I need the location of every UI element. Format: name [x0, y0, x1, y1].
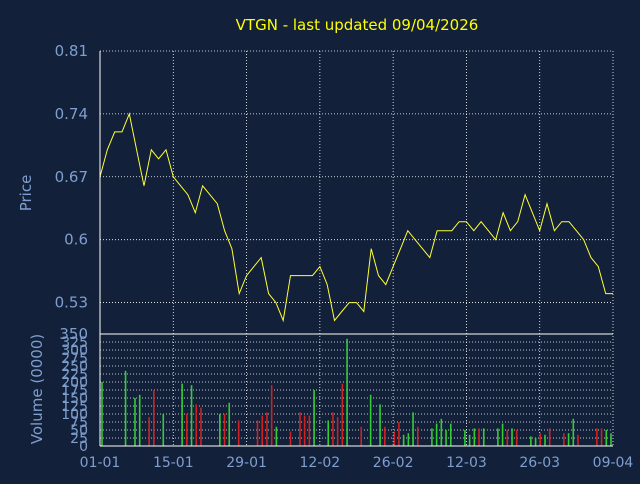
x-tick-label: 12-02 — [300, 455, 341, 471]
volume-tick-label: 275 — [61, 351, 88, 367]
volume-tick-label: 325 — [61, 335, 88, 351]
price-axis-label: Price — [17, 175, 35, 212]
price-tick-label: 0.81 — [55, 42, 88, 60]
tick-labels: 01-01 15-01 29-01 12-02 26-02 12-03 26-03 09-04… — [55, 42, 634, 471]
x-tick-label: 15-01 — [153, 455, 194, 471]
price-tick-label: 0.53 — [55, 294, 88, 312]
x-tick-label: 12-03 — [446, 455, 487, 471]
volume-tick-label: 150 — [61, 391, 88, 407]
volume-tick-label: 350 — [59, 325, 88, 343]
volume-tick-label: 75 — [70, 415, 88, 431]
volume-bars — [101, 338, 612, 446]
volume-tick-label: 50 — [70, 423, 88, 439]
grid-lines — [99, 50, 614, 447]
price-tick-label: 0.6 — [64, 231, 88, 249]
x-tick-label: 29-01 — [226, 455, 267, 471]
price-tick-label: 0.67 — [55, 168, 88, 186]
x-tick-label: 26-03 — [519, 455, 560, 471]
price-tick-label: 0.74 — [55, 105, 88, 123]
volume-tick-label: 125 — [61, 399, 88, 415]
volume-tick-label: 225 — [61, 367, 88, 383]
price-line — [99, 112, 613, 323]
volume-tick-label: 200 — [61, 375, 88, 391]
price-series — [99, 112, 613, 323]
volume-tick-label: 250 — [61, 359, 88, 375]
x-tick-label: 01-01 — [80, 455, 121, 471]
volume-tick-label: 300 — [61, 343, 88, 359]
x-tick-label: 26-02 — [373, 455, 414, 471]
volume-tick-label: 0 — [79, 439, 88, 455]
axes — [99, 51, 613, 447]
volume-tick-label: 175 — [61, 383, 88, 399]
volume-tick-label: 25 — [70, 431, 88, 447]
volume-axis-label: Volume (0000) — [28, 334, 46, 444]
x-tick-label: 09-04 — [593, 455, 634, 471]
volume-tick-label: 100 — [61, 407, 88, 423]
chart-title: VTGN - last updated 09/04/2026 — [236, 16, 479, 34]
